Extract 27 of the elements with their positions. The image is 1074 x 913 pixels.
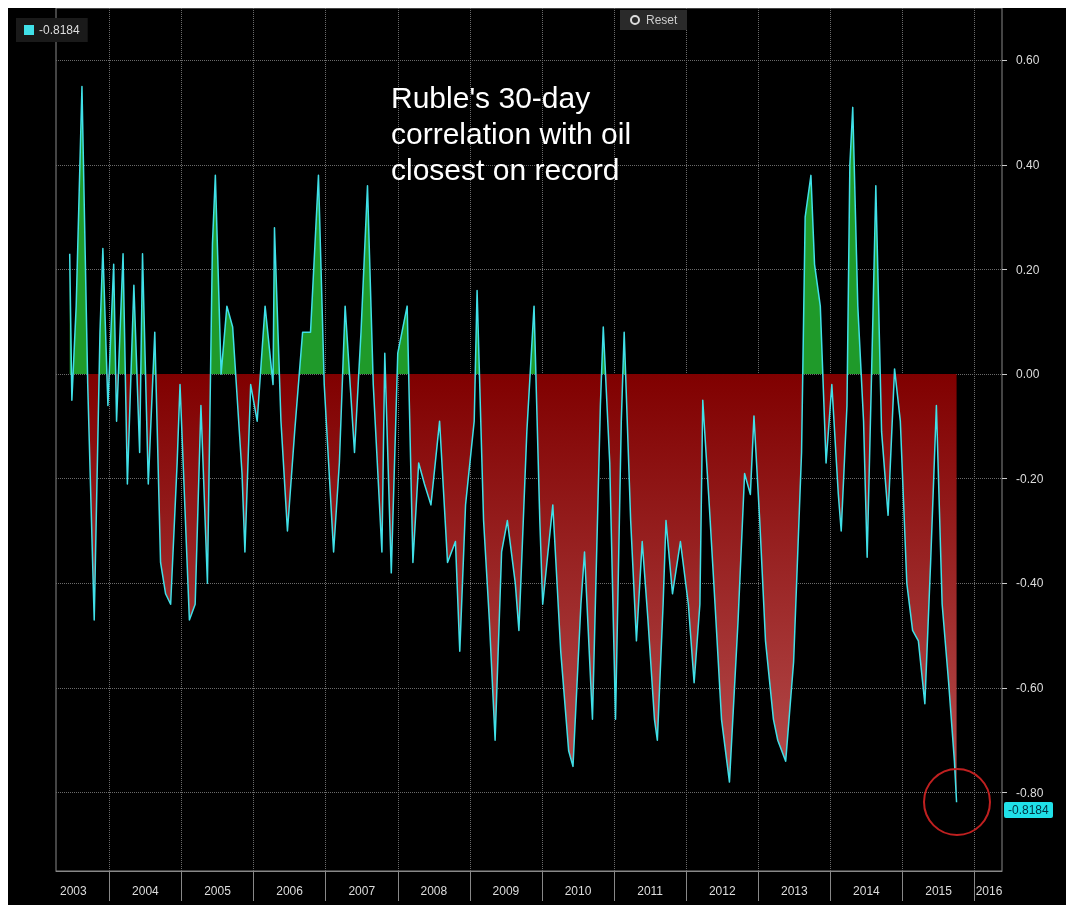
y-tick-label: -0.60 (1016, 680, 1044, 695)
x-tick-label: 2006 (276, 884, 304, 898)
legend-label: -0.8184 (39, 23, 81, 37)
x-tick-label: 2007 (348, 884, 376, 898)
y-tick-label: -0.80 (1016, 785, 1044, 800)
x-tick-label: 2003 (59, 884, 87, 898)
x-tick-label: 2011 (637, 884, 664, 898)
text: Ruble's 30-day correlation with oil closest on record (391, 80, 640, 186)
x-tick-label: 2016 (975, 884, 1003, 898)
y-tick-label: 0.60 (1016, 53, 1040, 68)
y-tick-label: -0.20 (1016, 471, 1044, 486)
x-tick-label: 2012 (708, 884, 736, 898)
x-tick-label: 2004 (132, 884, 160, 898)
annotation: Reset (646, 13, 678, 27)
x-tick-label: 2008 (420, 884, 448, 898)
x-tick-label: 2009 (492, 884, 520, 898)
reset-button: Reset (620, 10, 688, 30)
x-tick-label: 2010 (564, 884, 592, 898)
y-tick-label: 0.40 (1016, 157, 1040, 172)
x-tick-label: 2005 (204, 884, 232, 898)
x-tick-label: 2015 (925, 884, 953, 898)
text: -0.8184 (1004, 802, 1053, 819)
x-tick-label: 2014 (853, 884, 881, 898)
y-tick-label: 0.00 (1016, 367, 1040, 382)
y-tick-label: 0.20 (1016, 262, 1040, 277)
x-tick-label: 2013 (780, 884, 809, 898)
y-tick-label: -0.40 (1016, 576, 1044, 591)
